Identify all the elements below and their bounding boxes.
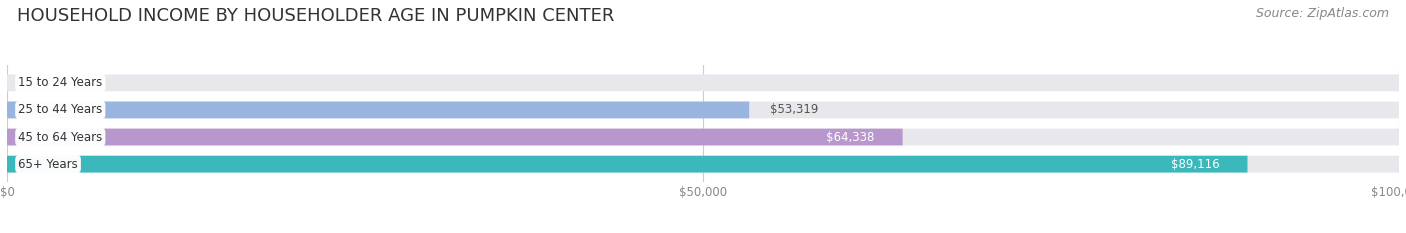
FancyBboxPatch shape — [7, 129, 1399, 145]
Text: $64,338: $64,338 — [827, 130, 875, 144]
Text: 25 to 44 Years: 25 to 44 Years — [18, 103, 103, 116]
Text: HOUSEHOLD INCOME BY HOUSEHOLDER AGE IN PUMPKIN CENTER: HOUSEHOLD INCOME BY HOUSEHOLDER AGE IN P… — [17, 7, 614, 25]
Text: $0: $0 — [28, 76, 42, 89]
FancyBboxPatch shape — [7, 75, 1399, 91]
FancyBboxPatch shape — [7, 156, 1247, 172]
Text: $53,319: $53,319 — [770, 103, 818, 116]
Text: 45 to 64 Years: 45 to 64 Years — [18, 130, 103, 144]
Text: 65+ Years: 65+ Years — [18, 158, 77, 171]
FancyBboxPatch shape — [7, 102, 1399, 118]
Text: $89,116: $89,116 — [1171, 158, 1219, 171]
Text: 15 to 24 Years: 15 to 24 Years — [18, 76, 103, 89]
Text: Source: ZipAtlas.com: Source: ZipAtlas.com — [1256, 7, 1389, 20]
FancyBboxPatch shape — [7, 102, 749, 118]
FancyBboxPatch shape — [7, 156, 1399, 172]
FancyBboxPatch shape — [7, 129, 903, 145]
